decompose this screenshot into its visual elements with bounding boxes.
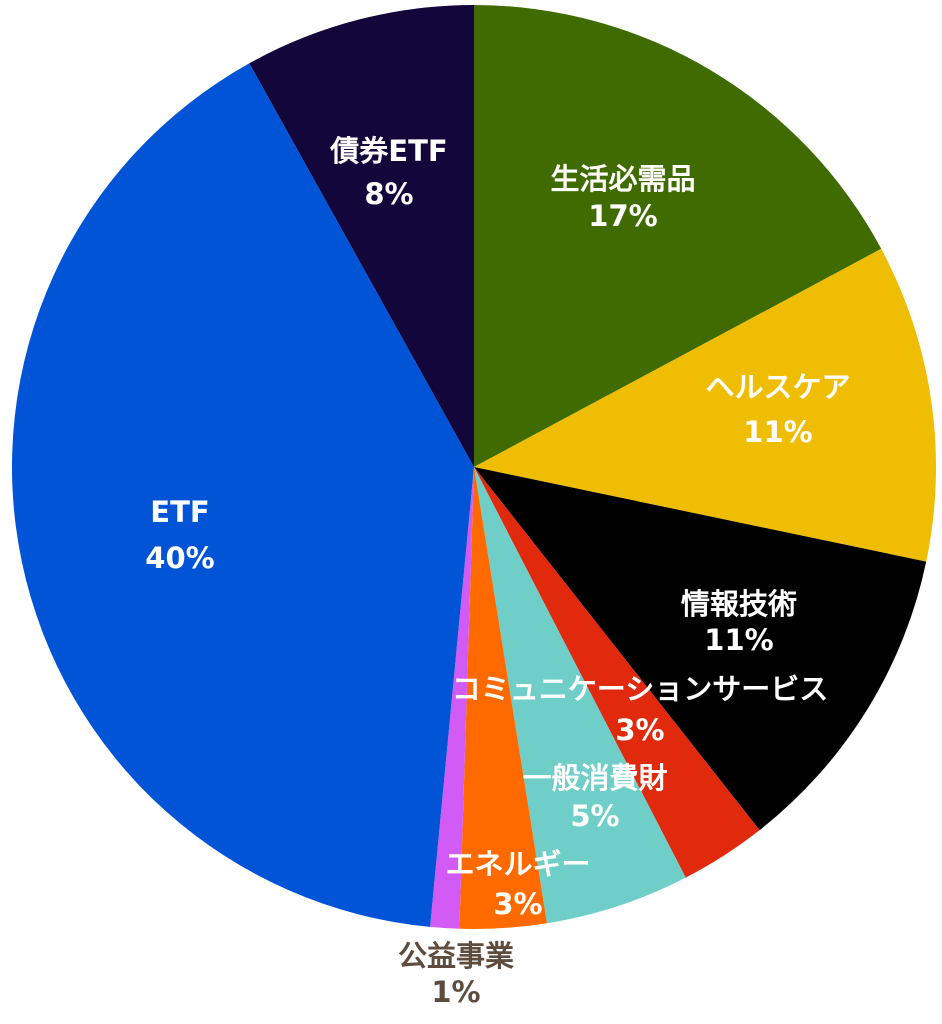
- pie-slice-consumer-staples: [474, 5, 882, 467]
- slice-category-label: エネルギー: [445, 847, 590, 881]
- pie-slice-etf: [12, 63, 475, 927]
- pie-slice-communication-services: [474, 467, 760, 878]
- pie-slice-consumer-discretionary: [474, 467, 686, 924]
- slice-category-label: 生活必需品: [550, 162, 695, 196]
- slice-percent-label: 1%: [431, 975, 480, 1009]
- slice-category-label: 債券ETF: [329, 134, 447, 168]
- pie-slice-bond-etf: [249, 5, 474, 467]
- slice-percent-label: 3%: [615, 713, 664, 747]
- slice-category-label: ヘルスケア: [705, 370, 850, 404]
- pie-slice-health-care: [474, 248, 936, 562]
- slice-percent-label: 17%: [588, 199, 657, 233]
- slice-category-label: 情報技術: [681, 587, 797, 621]
- slice-label-energy: エネルギー 3%: [445, 847, 590, 921]
- slice-percent-label: 3%: [493, 887, 542, 921]
- slice-category-label: 公益事業: [398, 939, 514, 973]
- slice-label-communication-services: コミュニケーションサービス 3%: [452, 672, 828, 747]
- slice-percent-label: 8%: [364, 177, 413, 211]
- slice-category-label: ETF: [150, 495, 209, 529]
- pie-slice-information-technology: [474, 467, 927, 831]
- slice-label-etf: ETF 40%: [145, 495, 214, 575]
- slice-label-consumer-discretionary: 一般消費財 5%: [522, 761, 667, 833]
- slice-category-label: コミュニケーションサービス: [452, 672, 828, 706]
- slice-category-label: 一般消費財: [522, 761, 667, 795]
- slice-percent-label: 5%: [570, 799, 619, 833]
- slice-percent-label: 40%: [145, 541, 214, 575]
- slice-percent-label: 11%: [704, 623, 773, 657]
- pie-slice-utilities: [430, 467, 474, 929]
- slice-percent-label: 11%: [743, 415, 812, 449]
- pie-labels: 生活必需品17%ヘルスケア11%情報技術11%コミュニケーションサービス3%一般…: [145, 134, 850, 1009]
- slice-label-health-care: ヘルスケア 11%: [705, 370, 850, 449]
- pie-slice-energy: [459, 467, 547, 929]
- pie-slices: [12, 5, 936, 929]
- slice-label-bond-etf: 債券ETF 8%: [329, 134, 447, 211]
